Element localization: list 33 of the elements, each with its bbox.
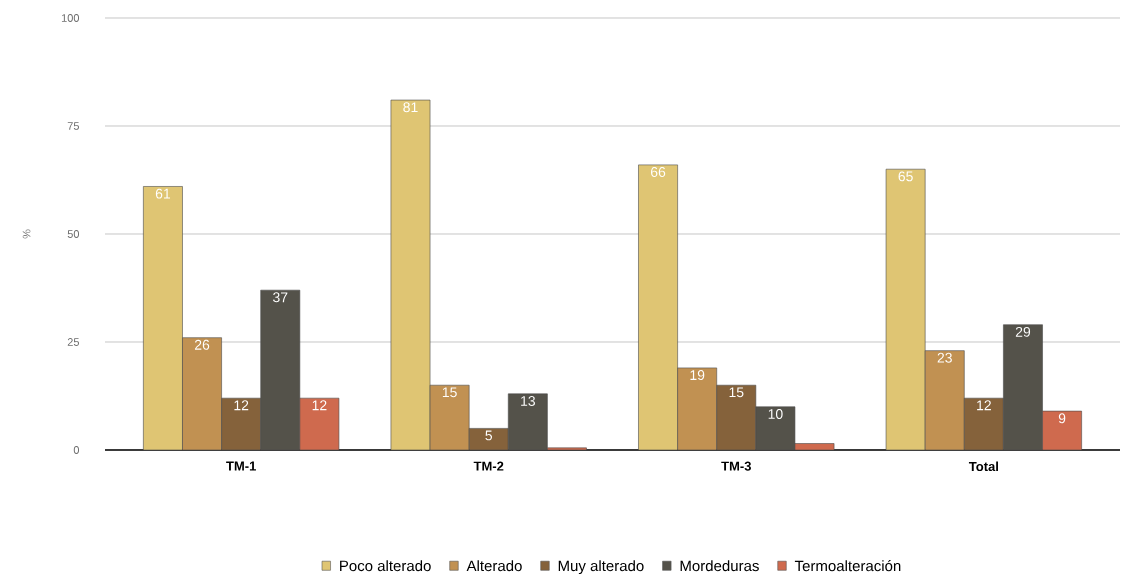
legend-label: Mordeduras bbox=[680, 560, 759, 572]
data-label: 12 bbox=[977, 400, 991, 411]
y-tick-label: 50 bbox=[67, 230, 80, 238]
data-label: 5 bbox=[485, 430, 493, 441]
data-label: 66 bbox=[650, 167, 666, 177]
x-tick-label: Total bbox=[968, 461, 998, 472]
legend-label: Poco alterado bbox=[340, 560, 431, 572]
legend-label: Muy alterado bbox=[558, 560, 644, 575]
data-label: 12 bbox=[234, 400, 249, 411]
x-tick-label: TM-2 bbox=[473, 461, 504, 471]
y-tick-label: 75 bbox=[67, 122, 79, 130]
x-tick-label: TM-1 bbox=[226, 461, 256, 471]
data-label: 19 bbox=[690, 370, 705, 381]
data-label: 13 bbox=[521, 396, 535, 406]
data-label: 15 bbox=[729, 387, 744, 398]
y-tick-label: 100 bbox=[61, 14, 80, 22]
data-label: 9 bbox=[1058, 413, 1066, 424]
legend-label: Alterado bbox=[466, 560, 522, 572]
data-label: 15 bbox=[442, 387, 457, 398]
y-tick-label: 25 bbox=[67, 338, 79, 346]
data-label: 81 bbox=[403, 102, 418, 113]
data-label: 37 bbox=[273, 292, 288, 303]
data-label: 61 bbox=[155, 188, 171, 199]
legend-label: Termoalteración bbox=[794, 560, 901, 572]
y-tick-label: 0 bbox=[73, 446, 80, 454]
data-label: 65 bbox=[898, 171, 913, 182]
data-label: 26 bbox=[194, 339, 210, 350]
data-label: 29 bbox=[1015, 326, 1031, 337]
data-label: 23 bbox=[937, 352, 952, 363]
data-label: 10 bbox=[768, 408, 783, 419]
data-label: 12 bbox=[312, 400, 327, 411]
y-axis-title: % bbox=[22, 229, 31, 239]
x-tick-label: TM-3 bbox=[721, 461, 751, 471]
